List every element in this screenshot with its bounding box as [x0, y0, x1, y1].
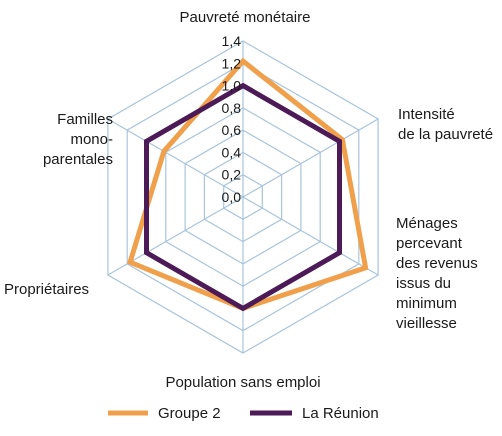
axis-labels: Pauvreté monétaire Intensité de la pauvret…	[4, 9, 493, 391]
axis-label-line: Intensité	[398, 106, 455, 123]
axis-label-line: de la pauvreté	[398, 126, 493, 143]
legend-label-1: La Réunion	[302, 405, 379, 422]
grid-spoke-2	[242, 196, 379, 276]
radial-tick-labels: 0,0 0,2 0,4 0,6 0,8 1,0 1,2 1,4	[222, 33, 242, 205]
axis-label-line: issus du	[396, 275, 451, 292]
tick-label-5: 1,0	[222, 78, 242, 94]
axis-label-line: mono-	[70, 131, 113, 148]
axis-label-line: minimum	[396, 295, 457, 312]
axis-label-4: Propriétaires	[4, 281, 89, 298]
tick-label-0: 0,0	[222, 189, 242, 205]
tick-label-3: 0,6	[222, 122, 242, 138]
axis-label-line: Ménages	[396, 215, 458, 232]
axis-label-line: Familles	[57, 111, 113, 128]
axis-label-0: Pauvreté monétaire	[180, 9, 311, 26]
axis-label-line: Population sans emploi	[165, 374, 320, 391]
axis-label-line: Pauvreté monétaire	[180, 9, 311, 26]
axis-label-line: des revenus	[396, 255, 478, 272]
axis-label-line: percevant	[396, 235, 463, 252]
legend-label-0: Groupe 2	[158, 405, 221, 422]
tick-label-2: 0,4	[222, 144, 242, 160]
axis-label-2: Ménages percevant des revenus issus du minim…	[396, 215, 478, 332]
radar-series	[127, 57, 369, 312]
grid-spoke-5	[107, 118, 244, 198]
tick-label-6: 1,2	[222, 55, 242, 71]
grid-spoke-1	[242, 118, 379, 198]
axis-label-5: Familles mono-parentales	[43, 111, 113, 168]
axis-label-1: Intensité de la pauvreté	[398, 106, 493, 143]
axis-label-line: parentales	[43, 151, 113, 168]
axis-label-3: Population sans emploi	[165, 374, 320, 391]
axis-label-line: Propriétaires	[4, 281, 89, 298]
tick-label-1: 0,2	[222, 167, 242, 183]
tick-label-4: 0,8	[222, 100, 242, 116]
legend: Groupe 2 La Réunion	[108, 405, 379, 422]
series-line-1	[144, 82, 342, 312]
axis-label-line: vieillesse	[396, 315, 457, 332]
tick-label-7: 1,4	[222, 33, 242, 49]
